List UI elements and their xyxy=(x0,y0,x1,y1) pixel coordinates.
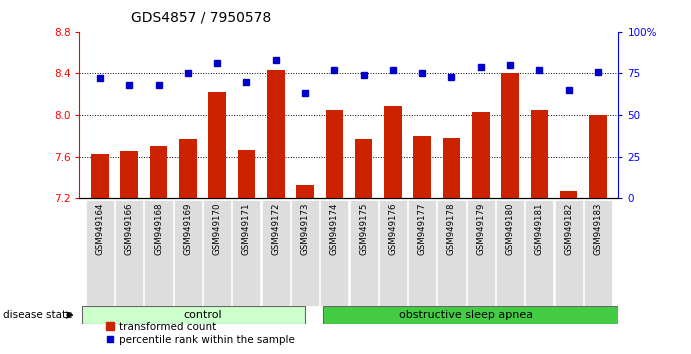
Text: GSM949164: GSM949164 xyxy=(95,202,104,255)
Text: GSM949181: GSM949181 xyxy=(535,202,544,255)
Bar xyxy=(320,200,348,306)
Bar xyxy=(350,200,378,306)
Bar xyxy=(179,139,197,198)
Text: GSM949180: GSM949180 xyxy=(506,202,515,255)
Text: GSM949175: GSM949175 xyxy=(359,202,368,255)
Text: GSM949173: GSM949173 xyxy=(301,202,310,255)
Bar xyxy=(555,200,583,306)
Bar xyxy=(408,200,436,306)
Bar xyxy=(291,200,319,306)
Text: GSM949166: GSM949166 xyxy=(125,202,134,255)
Text: GSM949179: GSM949179 xyxy=(476,202,485,255)
Bar xyxy=(232,200,261,306)
Bar xyxy=(325,110,343,198)
Bar xyxy=(472,112,489,198)
Text: GSM949177: GSM949177 xyxy=(417,202,426,255)
Text: control: control xyxy=(183,310,222,320)
Bar xyxy=(150,146,167,198)
Bar xyxy=(144,200,173,306)
Bar xyxy=(262,200,290,306)
Text: disease state: disease state xyxy=(3,310,73,320)
Text: GSM949183: GSM949183 xyxy=(594,202,603,255)
Text: GSM949172: GSM949172 xyxy=(272,202,281,255)
Text: GSM949182: GSM949182 xyxy=(564,202,573,255)
Bar xyxy=(501,74,519,198)
Bar xyxy=(584,200,612,306)
Bar xyxy=(267,70,285,198)
Bar xyxy=(531,110,548,198)
Bar xyxy=(589,115,607,198)
Text: GSM949178: GSM949178 xyxy=(447,202,456,255)
Text: GSM949168: GSM949168 xyxy=(154,202,163,255)
Text: GSM949176: GSM949176 xyxy=(388,202,397,255)
Bar xyxy=(209,92,226,198)
Bar xyxy=(496,200,524,306)
Bar xyxy=(525,200,553,306)
Bar xyxy=(238,150,255,198)
Legend: transformed count, percentile rank within the sample: transformed count, percentile rank withi… xyxy=(102,317,299,349)
Bar xyxy=(413,136,431,198)
Text: GSM949170: GSM949170 xyxy=(213,202,222,255)
Bar xyxy=(115,200,143,306)
Bar xyxy=(560,191,578,198)
Text: GSM949169: GSM949169 xyxy=(183,202,192,255)
Text: GSM949174: GSM949174 xyxy=(330,202,339,255)
Bar xyxy=(82,306,305,324)
Bar xyxy=(379,200,407,306)
Bar xyxy=(384,106,401,198)
Bar xyxy=(323,306,623,324)
Bar xyxy=(354,139,372,198)
Bar xyxy=(120,152,138,198)
Text: GSM949171: GSM949171 xyxy=(242,202,251,255)
Bar xyxy=(174,200,202,306)
Bar xyxy=(86,200,114,306)
Bar xyxy=(466,200,495,306)
Bar xyxy=(443,138,460,198)
Text: obstructive sleep apnea: obstructive sleep apnea xyxy=(399,310,533,320)
Bar xyxy=(437,200,466,306)
Text: GDS4857 / 7950578: GDS4857 / 7950578 xyxy=(131,11,272,25)
Bar xyxy=(203,200,231,306)
Bar xyxy=(91,154,108,198)
Bar xyxy=(296,185,314,198)
